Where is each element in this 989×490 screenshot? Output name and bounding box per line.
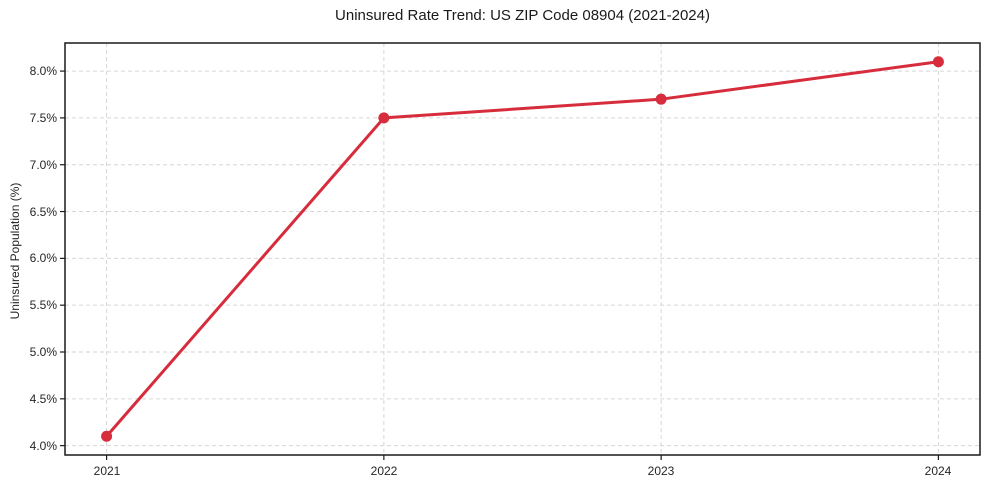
x-tick-label: 2022 [370, 464, 398, 478]
trend-line [105, 60, 940, 438]
y-tick-label: 8.0% [29, 64, 57, 78]
y-tick-label: 7.5% [29, 111, 57, 125]
data-point [655, 93, 667, 105]
data-point [101, 430, 113, 442]
y-tick-label: 5.5% [29, 298, 57, 312]
chart-title: Uninsured Rate Trend: US ZIP Code 08904 … [335, 7, 710, 24]
plot-border [64, 42, 981, 456]
y-tick-label: 7.0% [29, 158, 57, 172]
data-point [932, 56, 944, 68]
x-tick-label: 2024 [924, 464, 952, 478]
x-tick-label: 2021 [93, 464, 121, 478]
data-point [378, 112, 390, 124]
y-tick-label: 6.0% [29, 251, 57, 265]
x-tick-label: 2023 [647, 464, 675, 478]
y-tick-label: 5.0% [29, 345, 57, 359]
y-tick-label: 4.0% [29, 439, 57, 453]
y-tick-label: 6.5% [29, 205, 57, 219]
y-tick-label: 4.5% [29, 392, 57, 406]
